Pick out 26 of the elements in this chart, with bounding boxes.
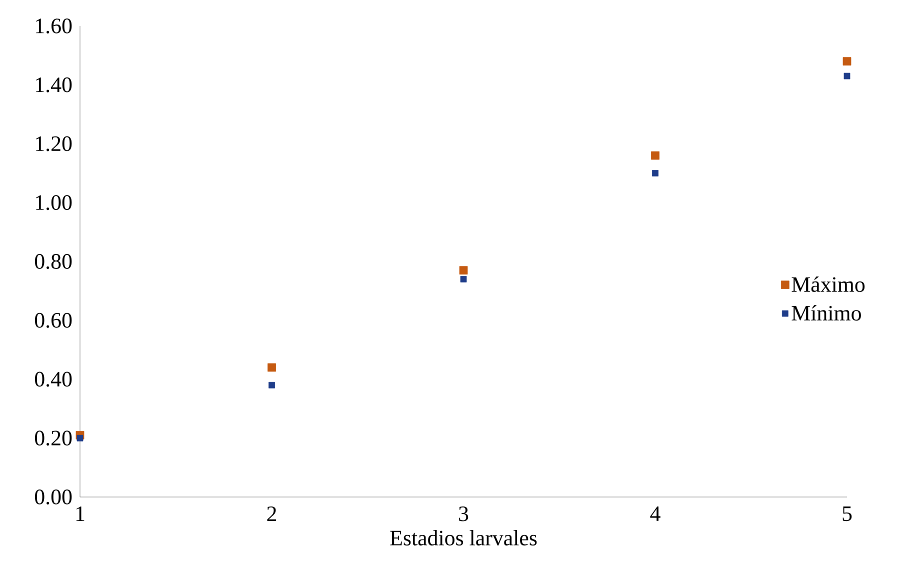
point <box>844 72 850 80</box>
y-tick-label: 1.60 <box>36 18 72 34</box>
legend-label: Máximo <box>792 276 865 292</box>
y-tick-label: 0.60 <box>34 312 72 328</box>
point <box>652 170 658 176</box>
x-tick-label: 3 <box>459 506 468 522</box>
point <box>459 266 468 275</box>
y-tick-label: 0.00 <box>34 490 72 504</box>
point <box>460 276 467 282</box>
x-tick-label: 4 <box>650 506 660 521</box>
y-tick-label: 0.40 <box>34 372 72 387</box>
x-tick-label: 5 <box>842 506 852 522</box>
point <box>842 57 852 66</box>
x-tick-label: 2 <box>267 506 276 522</box>
x-axis-title: Estadios larvales <box>390 530 537 546</box>
point <box>651 151 660 160</box>
y-tick-label: 0.80 <box>34 254 72 269</box>
y-tick-label: 1.00 <box>36 195 72 210</box>
legend-label: Mínimo <box>792 305 861 321</box>
point <box>76 434 84 442</box>
point <box>268 382 275 388</box>
point <box>268 363 276 372</box>
y-tick-label: 1.20 <box>36 136 72 152</box>
x-tick-label: 1 <box>76 506 84 521</box>
y-tick-label: 1.40 <box>36 77 72 92</box>
y-tick-label: 0.20 <box>34 430 72 446</box>
